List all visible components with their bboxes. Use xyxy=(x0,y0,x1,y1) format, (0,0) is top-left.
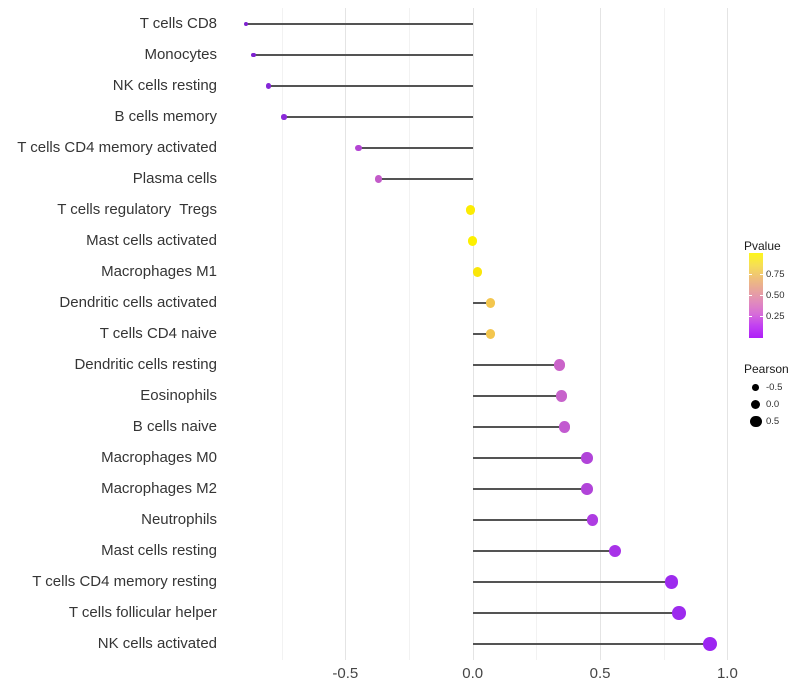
pvalue-tick-label: 0.25 xyxy=(766,311,785,323)
x-axis-tick-label: 1.0 xyxy=(716,665,738,682)
category-label: T cells CD4 memory activated xyxy=(17,139,217,156)
pearson-size-key-dot xyxy=(751,399,761,410)
stem-segment xyxy=(253,54,473,56)
minor-gridline xyxy=(663,8,665,660)
stem-segment xyxy=(472,395,562,397)
category-label: Monocytes xyxy=(144,46,217,63)
major-gridline xyxy=(345,8,347,660)
x-axis-tick-label: 0.0 xyxy=(462,665,484,682)
category-label: Plasma cells xyxy=(132,170,217,187)
category-label: T cells regulatory Tregs xyxy=(57,201,217,218)
data-point-dot xyxy=(556,390,568,402)
data-point-dot xyxy=(266,83,272,89)
stem-segment xyxy=(472,364,560,366)
stem-segment xyxy=(378,178,473,180)
stem-segment xyxy=(246,23,473,25)
category-label: Dendritic cells activated xyxy=(59,294,217,311)
stem-segment xyxy=(268,85,473,87)
data-point-dot xyxy=(581,452,594,464)
major-gridline xyxy=(600,8,602,660)
category-label: B cells naive xyxy=(132,418,217,435)
category-label: NK cells activated xyxy=(97,635,217,652)
data-point-dot xyxy=(664,575,679,589)
pearson-size-key-dot xyxy=(749,415,762,428)
colorbar-tick-mark xyxy=(749,273,753,275)
data-point-dot xyxy=(243,21,249,27)
pearson-size-key-label: -0.5 xyxy=(766,381,783,393)
stem-segment xyxy=(472,581,672,583)
data-point-dot xyxy=(473,267,483,277)
category-label: T cells follicular helper xyxy=(68,604,217,621)
x-axis-tick-label: -0.5 xyxy=(332,665,359,682)
data-point-dot xyxy=(485,298,496,308)
stem-segment xyxy=(472,519,593,521)
category-label: Macrophages M1 xyxy=(101,263,217,280)
pvalue-colorbar xyxy=(749,253,763,338)
category-label: Eosinophils xyxy=(140,387,217,404)
colorbar-tick-mark xyxy=(749,294,753,297)
category-label: T cells CD4 memory resting xyxy=(32,573,217,590)
data-point-dot xyxy=(281,114,287,120)
data-point-dot xyxy=(609,544,622,558)
data-point-dot xyxy=(586,514,599,526)
data-point-dot xyxy=(354,144,362,152)
stem-segment xyxy=(472,488,588,490)
category-label: T cells CD8 xyxy=(139,15,217,32)
category-label: T cells CD4 naive xyxy=(99,325,217,342)
stem-segment xyxy=(472,457,588,459)
category-label: Dendritic cells resting xyxy=(74,356,217,373)
stem-segment xyxy=(472,612,679,614)
pearson-legend-title: Pearson xyxy=(744,362,789,376)
data-point-dot xyxy=(465,205,475,215)
colorbar-tick-mark xyxy=(759,273,763,275)
data-point-dot xyxy=(581,483,594,495)
category-label: Mast cells activated xyxy=(86,232,217,249)
data-point-dot xyxy=(702,636,717,652)
data-point-dot xyxy=(468,236,478,246)
data-point-dot xyxy=(553,359,565,371)
data-point-dot xyxy=(672,606,686,620)
pearson-size-key-label: 0.0 xyxy=(766,398,780,410)
pvalue-tick-label: 0.50 xyxy=(766,290,785,301)
data-point-dot xyxy=(251,52,257,58)
pearson-size-key-dot xyxy=(752,383,760,391)
colorbar-tick-mark xyxy=(759,316,763,318)
colorbar-tick-mark xyxy=(759,294,763,297)
colorbar-tick-mark xyxy=(749,316,753,318)
category-label: Neutrophils xyxy=(141,511,217,528)
data-point-dot xyxy=(374,175,383,183)
pvalue-legend-title: Pvalue xyxy=(744,239,781,253)
stem-segment xyxy=(472,550,616,552)
major-gridline xyxy=(727,8,729,660)
stem-segment xyxy=(472,426,565,428)
category-label: B cells memory xyxy=(114,108,217,125)
x-axis-tick-label: 0.5 xyxy=(589,665,611,682)
category-label: Macrophages M0 xyxy=(101,449,217,466)
category-label: Mast cells resting xyxy=(101,542,217,559)
data-point-dot xyxy=(558,421,570,433)
pvalue-tick-label: 0.75 xyxy=(766,268,785,280)
stem-segment xyxy=(284,116,473,118)
minor-gridline xyxy=(536,8,538,660)
stem-segment xyxy=(472,643,710,645)
data-point-dot xyxy=(485,329,496,339)
stem-segment xyxy=(472,333,491,335)
category-label: NK cells resting xyxy=(112,77,217,94)
stem-segment xyxy=(472,302,491,304)
stem-segment xyxy=(358,147,473,149)
minor-gridline xyxy=(281,8,283,660)
minor-gridline xyxy=(409,8,411,660)
pearson-size-key-label: 0.5 xyxy=(766,416,780,427)
category-label: Macrophages M2 xyxy=(101,480,217,497)
